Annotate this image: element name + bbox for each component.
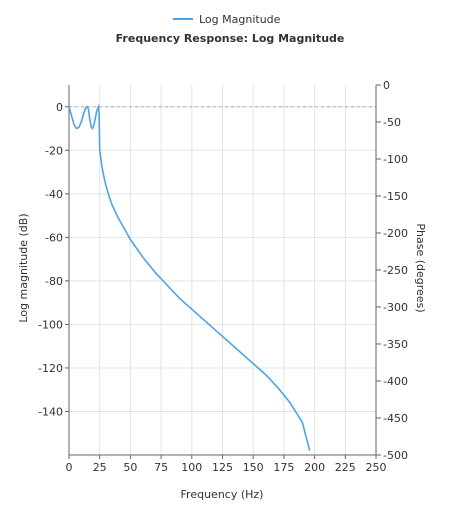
y-tick-label: -20	[45, 144, 63, 157]
y2-tick-label: -300	[383, 301, 408, 314]
y2-tick-label: -250	[383, 264, 408, 277]
y-tick-label: 0	[56, 101, 63, 114]
chart-title: Frequency Response: Log Magnitude	[116, 32, 345, 45]
x-tick-label: 75	[154, 461, 168, 474]
y2-tick-label: -100	[383, 153, 408, 166]
y-tick-label: -60	[45, 231, 63, 244]
x-tick-label: 225	[335, 461, 356, 474]
x-tick-label: 150	[243, 461, 264, 474]
x-tick-label: 0	[66, 461, 73, 474]
x-tick-label: 200	[304, 461, 325, 474]
y2-tick-label: 0	[383, 79, 390, 92]
y-tick-label: -100	[38, 318, 63, 331]
y-tick-label: -40	[45, 188, 63, 201]
x-tick-label: 175	[273, 461, 294, 474]
y-tick-label: -80	[45, 275, 63, 288]
x-tick-label: 50	[123, 461, 137, 474]
grid	[68, 85, 377, 455]
x-tick-label: 125	[212, 461, 233, 474]
y2-tick-label: -150	[383, 190, 408, 203]
x-axis-ticks: 0 25 50 75 100 125 150 175 200 225 250	[66, 455, 387, 474]
y2-tick-label: -200	[383, 227, 408, 240]
y2-tick-label: -50	[383, 116, 401, 129]
y-tick-label: -140	[38, 405, 63, 418]
legend: Log Magnitude	[173, 13, 281, 26]
y2-tick-label: -450	[383, 412, 408, 425]
y2-tick-label: -500	[383, 449, 408, 462]
y-axis-label: Log magnitude (dB)	[17, 213, 30, 322]
y-axis-ticks: 0 -20 -40 -60 -80 -100 -120 -140	[38, 101, 69, 418]
x-tick-label: 25	[93, 461, 107, 474]
y-tick-label: -120	[38, 362, 63, 375]
legend-label-log-magnitude: Log Magnitude	[199, 13, 281, 26]
x-tick-label: 100	[181, 461, 202, 474]
y2-axis-label: Phase (degrees)	[414, 223, 427, 312]
series-line-log-magnitude	[68, 103, 311, 451]
y2-tick-label: -400	[383, 375, 408, 388]
x-axis-label: Frequency (Hz)	[181, 488, 264, 501]
x-tick-label: 250	[366, 461, 387, 474]
y2-axis-ticks: 0 -50 -100 -150 -200 -250 -300 -350 -400 -450 -500	[376, 79, 408, 462]
y2-tick-label: -350	[383, 338, 408, 351]
